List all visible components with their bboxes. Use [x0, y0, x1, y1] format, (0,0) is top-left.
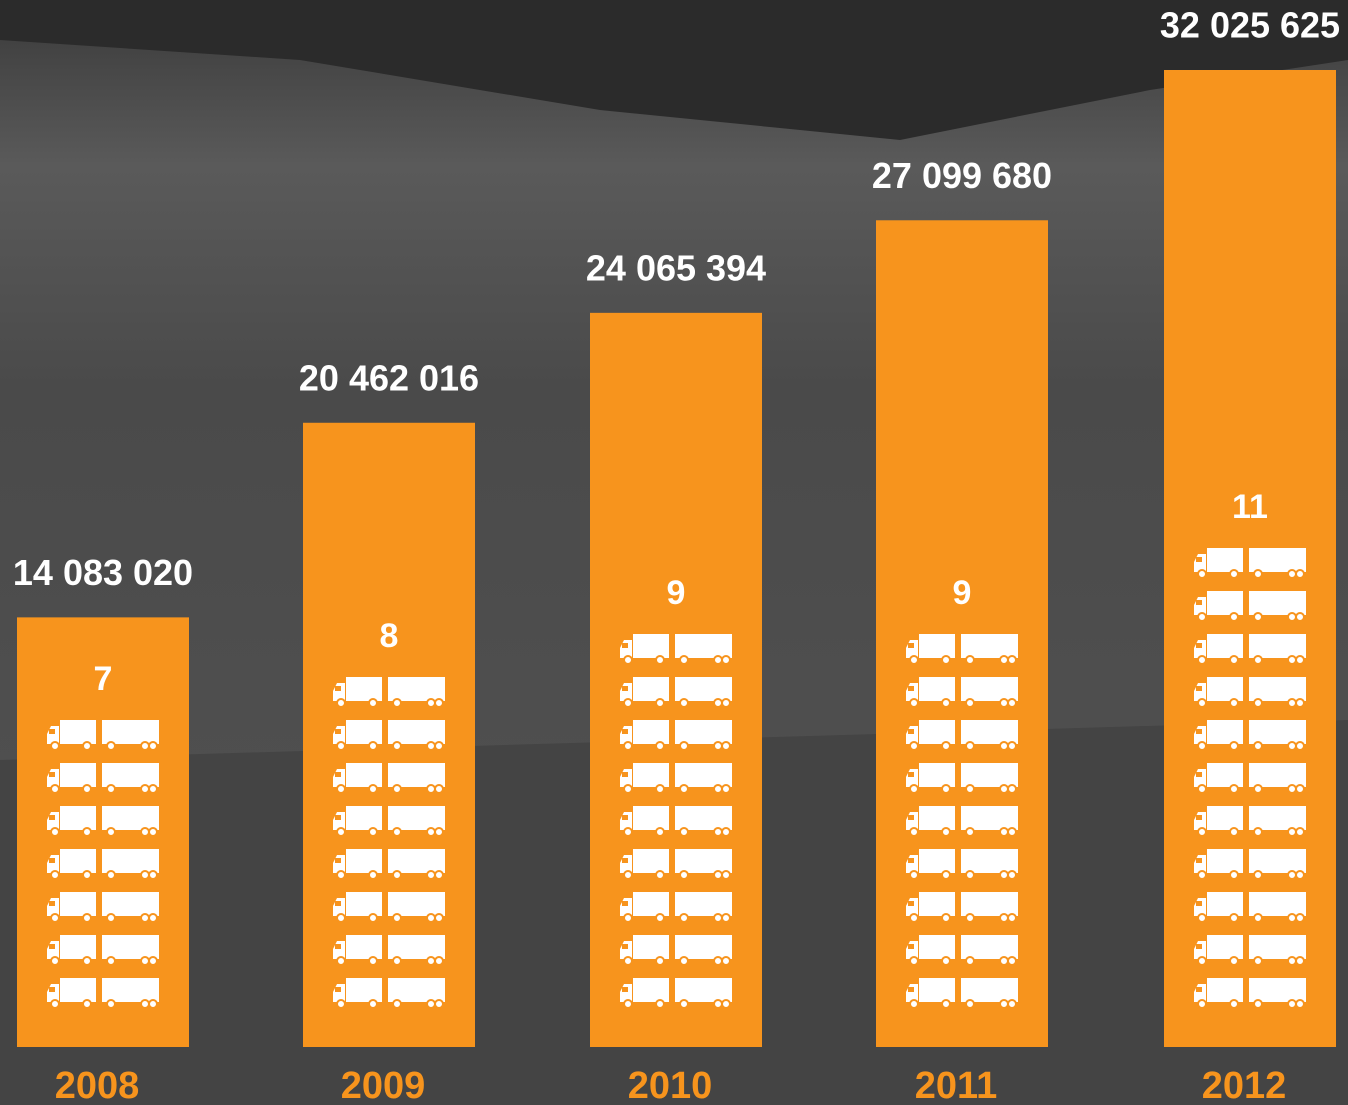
truck-count: 9	[953, 574, 972, 612]
value-label: 14 083 020	[13, 552, 193, 593]
year-label: 2010	[628, 1065, 713, 1105]
truck-count: 8	[380, 617, 399, 655]
value-label: 27 099 680	[872, 155, 1052, 196]
truck-count: 9	[667, 574, 686, 612]
year-label: 2011	[915, 1065, 997, 1105]
value-label: 20 462 016	[299, 357, 479, 398]
bar	[17, 617, 189, 1047]
value-label: 24 065 394	[586, 247, 766, 288]
truck-count: 11	[1232, 488, 1268, 526]
truck-count: 7	[94, 660, 113, 698]
treeline	[0, 0, 1348, 140]
year-label: 2008	[55, 1065, 140, 1105]
value-label: 32 025 625	[1160, 5, 1340, 46]
truck-icons	[905, 633, 1019, 1009]
bar	[876, 220, 1048, 1048]
year-label: 2009	[341, 1065, 426, 1105]
truck-icons	[619, 633, 733, 1009]
year-label: 2012	[1202, 1065, 1287, 1105]
